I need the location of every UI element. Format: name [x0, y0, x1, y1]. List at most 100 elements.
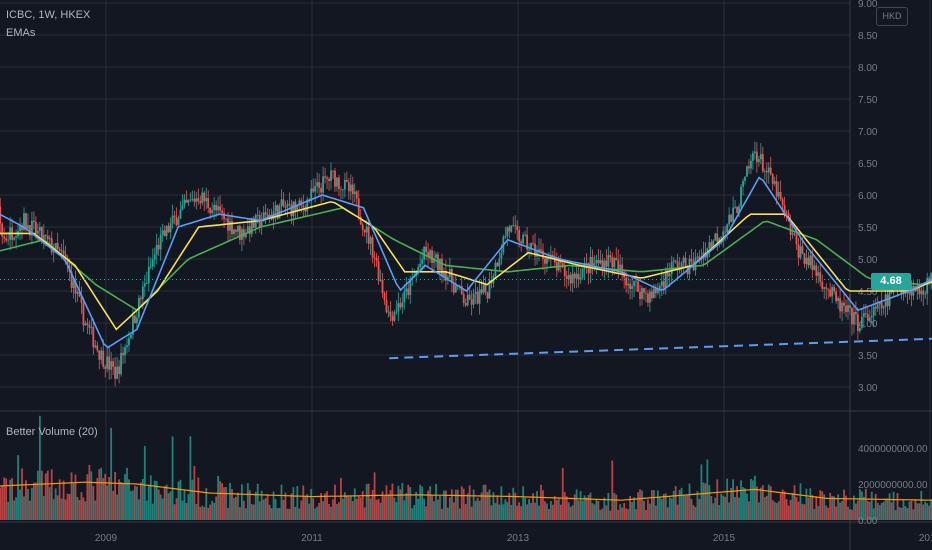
volume-bar	[423, 498, 426, 520]
volume-tick-label: 2000000000.00	[858, 480, 928, 491]
volume-bar	[203, 506, 206, 520]
volume-bar	[383, 495, 386, 520]
candle-body	[445, 271, 447, 281]
volume-bar	[70, 472, 73, 520]
volume-bar	[621, 507, 624, 520]
volume-bar	[439, 495, 441, 520]
candle-body	[185, 199, 188, 203]
volume-bar	[890, 502, 893, 520]
candle-body	[858, 327, 861, 332]
volume-bar	[765, 495, 768, 520]
volume-bar	[334, 484, 336, 520]
volume-bar	[169, 491, 172, 520]
candle-body	[781, 198, 784, 206]
candle-body	[593, 263, 596, 266]
volume-bar	[1, 485, 4, 520]
volume-bar	[15, 497, 17, 520]
volume-bar	[603, 497, 606, 520]
volume-bar	[415, 491, 418, 520]
volume-bar	[906, 508, 909, 520]
candle-body	[714, 233, 717, 241]
candle-body	[290, 204, 293, 217]
candle-body	[611, 257, 614, 268]
volume-bar	[827, 507, 830, 520]
volume-bar	[454, 489, 457, 520]
candle-body	[696, 256, 699, 258]
volume-bar	[500, 486, 503, 520]
candle-body	[571, 273, 574, 284]
volume-bar	[260, 490, 263, 520]
candle-body	[29, 225, 31, 236]
volume-bar	[163, 485, 166, 520]
volume-bar	[431, 495, 433, 520]
candle-body	[482, 284, 485, 293]
candle-body	[557, 260, 560, 271]
volume-bar	[19, 489, 21, 520]
candle-body	[54, 242, 57, 252]
candle-body	[666, 270, 669, 277]
candle-body	[332, 170, 334, 172]
volume-bar	[0, 487, 2, 520]
candle-body	[532, 243, 534, 244]
currency-badge[interactable]: HKD	[876, 7, 908, 26]
candle-body	[835, 291, 838, 302]
candle-body	[831, 286, 834, 297]
volume-bar	[90, 471, 93, 520]
candle-body	[607, 255, 610, 267]
volume-tick-label: 4000000000.00	[858, 444, 928, 455]
volume-bar	[175, 498, 178, 520]
volume-bar	[609, 510, 612, 520]
candle-body	[183, 199, 186, 206]
candle-body	[3, 236, 6, 239]
candle-body	[488, 280, 491, 299]
volume-bar	[474, 500, 477, 520]
volume-bar	[672, 491, 675, 520]
candle-body	[128, 338, 130, 346]
volume-bar	[662, 493, 665, 520]
volume-bar	[124, 474, 126, 520]
candle-body	[338, 177, 340, 189]
candle-body	[153, 254, 156, 260]
volume-bar	[472, 489, 475, 520]
candle-body	[498, 258, 501, 267]
volume-bar	[403, 500, 406, 520]
candle-body	[839, 298, 841, 312]
candle-body	[654, 288, 657, 294]
candle-body	[540, 249, 542, 251]
volume-bar	[811, 495, 814, 520]
volume-bar	[274, 499, 277, 520]
volume-bar	[86, 474, 89, 520]
volume-bar	[199, 506, 202, 520]
candle-body	[90, 327, 93, 328]
candle-body	[882, 306, 885, 309]
volume-bar	[486, 491, 489, 520]
candle-body	[587, 263, 590, 274]
volume-study-legend[interactable]: Better Volume (20)	[6, 426, 98, 438]
volume-bar	[326, 491, 328, 520]
volume-bar	[244, 508, 247, 520]
candle-body	[771, 173, 774, 184]
volume-bar	[31, 487, 33, 520]
volume-bar	[611, 460, 614, 520]
symbol-legend[interactable]: ICBC, 1W, HKEX	[6, 9, 91, 21]
volume-bar	[250, 504, 253, 520]
time-tick-label: 2009	[95, 533, 118, 544]
candle-body	[886, 294, 889, 307]
volume-bar	[567, 502, 570, 520]
volume-bar	[343, 492, 346, 520]
volume-bar	[676, 504, 679, 520]
candle-body	[56, 242, 59, 249]
volume-bar	[373, 472, 376, 520]
volume-bar	[773, 501, 776, 520]
candle-body	[880, 301, 883, 309]
volume-bar	[799, 483, 802, 520]
candle-body	[108, 356, 111, 370]
candle-body	[841, 302, 843, 312]
ema-study-legend[interactable]: EMAs	[6, 27, 36, 39]
candle-body	[219, 206, 221, 211]
volume-bar	[66, 493, 69, 520]
volume-bar	[179, 479, 182, 520]
candle-body	[508, 227, 511, 232]
volume-bar	[72, 483, 75, 520]
